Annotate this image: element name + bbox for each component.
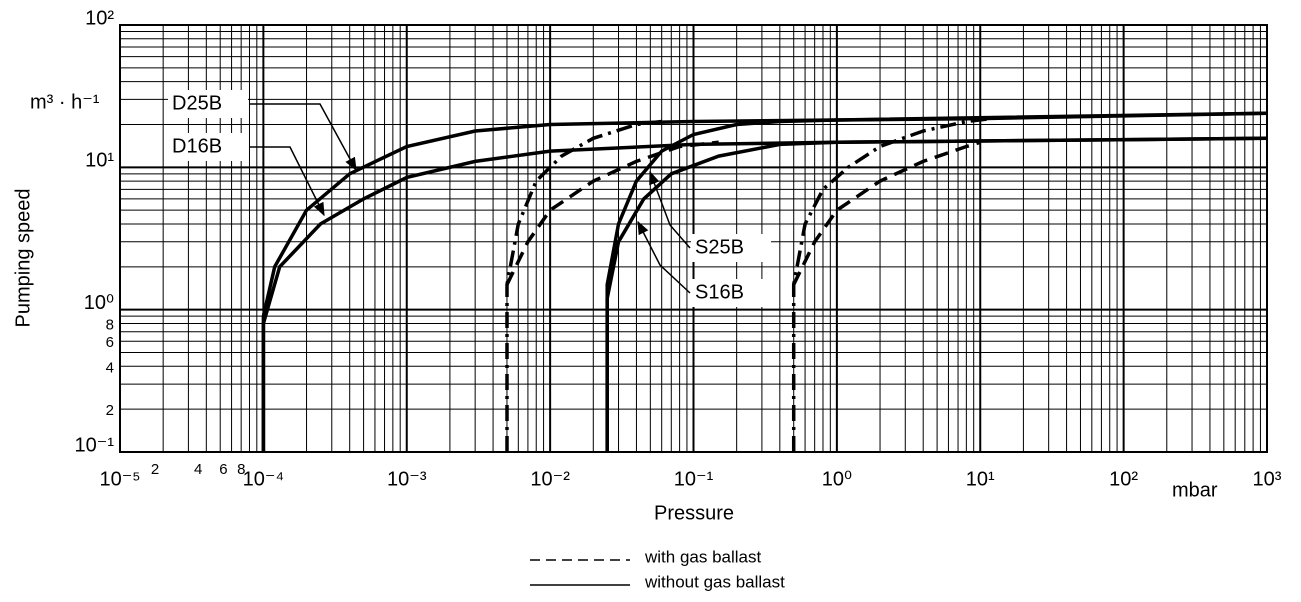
y-tick-label: 10⁰ [84, 292, 114, 314]
y-tick-label: 10⁻¹ [75, 434, 115, 456]
x-tick-label: 4 [194, 461, 202, 478]
x-tick-label: 10⁻¹ [674, 468, 714, 490]
y-tick-label: 10² [85, 7, 114, 29]
y-unit: m³ · h⁻¹ [30, 91, 100, 113]
series-label: S16B [695, 281, 744, 303]
legend-label: without gas ballast [644, 572, 785, 591]
x-tick-label: 6 [219, 461, 227, 478]
label-bg [691, 279, 771, 307]
series-line [792, 140, 981, 286]
x-unit: mbar [1172, 479, 1218, 501]
plot-frame [119, 24, 1268, 453]
legend: with gas ballast without gas ballast [530, 547, 785, 591]
series-line [505, 119, 662, 452]
series-label: D25B [172, 92, 222, 114]
leader-line [649, 170, 691, 249]
series-line [505, 140, 719, 286]
label-bg [168, 90, 248, 118]
series-line [791, 116, 992, 452]
label-bg [691, 234, 771, 262]
leader-line [637, 220, 691, 294]
y-tick-label: 10¹ [85, 150, 114, 172]
y-axis-title: Pumping speed [12, 189, 34, 328]
y-tick-label: 2 [106, 402, 114, 419]
series-label: D16B [172, 135, 222, 157]
x-tick-label: 10⁻⁴ [243, 468, 284, 490]
x-tick-label: 2 [151, 461, 159, 478]
x-tick-label: 8 [237, 461, 245, 478]
series-line [605, 111, 1268, 452]
x-tick-label: 10¹ [966, 468, 995, 490]
leader-line [250, 146, 325, 217]
y-tick-label: 4 [106, 359, 114, 376]
legend-label: with gas ballast [644, 547, 762, 566]
leader-line [250, 103, 357, 172]
series-label: S25B [695, 236, 744, 258]
y-tick-label: 6 [106, 334, 114, 351]
label-bg [168, 133, 248, 161]
y-tick-label: 8 [106, 316, 114, 333]
x-tick-label: 10³ [1253, 468, 1282, 490]
x-tick-label: 10⁰ [822, 468, 852, 490]
x-tick-label: 10⁻² [530, 468, 570, 490]
x-tick-label: 10⁻⁵ [99, 468, 140, 490]
x-axis-title: Pressure [654, 502, 734, 524]
x-tick-label: 10⁻³ [387, 468, 427, 490]
series-line [605, 136, 1268, 452]
x-tick-label: 10² [1109, 468, 1138, 490]
series-line [261, 136, 1268, 452]
